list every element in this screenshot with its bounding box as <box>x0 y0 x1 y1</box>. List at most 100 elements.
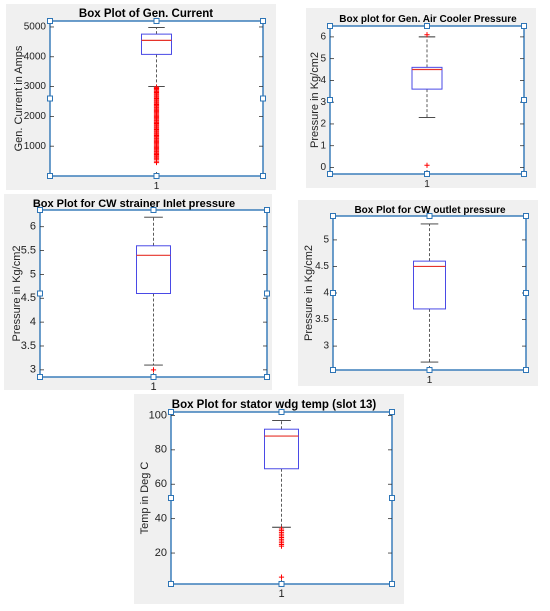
chart-panel-cw-strainer-inlet: Box Plot for CW strainer Inlet pressure P… <box>4 194 272 393</box>
plot-area <box>170 411 393 585</box>
selection-handle <box>37 374 43 380</box>
y-tick-label: 0 <box>320 162 326 173</box>
y-tick-label: 100 <box>149 409 167 421</box>
y-axis-label: Pressure in Kg/cm2 <box>303 245 315 341</box>
selection-handle <box>264 207 270 213</box>
box-plot-cw-strainer-inlet: Box Plot for CW strainer Inlet pressure P… <box>11 198 270 393</box>
box-plot-gen-current: Box Plot of Gen. Current Gen. Current in … <box>13 8 266 192</box>
selection-handle <box>168 495 174 501</box>
selection-handle <box>168 409 174 415</box>
x-tick-label: 1 <box>154 181 160 192</box>
outlier-marker <box>278 574 285 580</box>
y-tick-label: 4000 <box>24 51 47 62</box>
selection-handle <box>424 23 430 29</box>
x-tick-label: 1 <box>424 179 430 190</box>
selection-handle <box>426 367 433 373</box>
y-tick-label: 2 <box>320 119 326 130</box>
selection-handle <box>389 409 395 415</box>
chart-title: Box Plot for CW outlet pressure <box>354 205 506 216</box>
outlier-marker <box>424 162 430 168</box>
selection-handle <box>47 95 53 102</box>
y-tick-label: 5 <box>320 53 326 64</box>
x-tick-label: 1 <box>150 381 156 393</box>
selection-handle <box>330 367 336 373</box>
selection-handle <box>168 581 174 587</box>
y-axis-label: Temp in Deg C <box>139 462 151 535</box>
y-tick-label: 3.5 <box>21 340 36 352</box>
y-tick-label: 5 <box>30 268 36 280</box>
outlier-marker <box>150 367 157 373</box>
selection-handle <box>389 581 395 587</box>
selection-handle <box>327 23 333 29</box>
y-tick-label: 5000 <box>24 22 47 33</box>
iqr-box <box>413 260 446 310</box>
y-tick-label: 20 <box>155 547 167 559</box>
y-tick-label: 5.5 <box>21 244 36 256</box>
selection-handle <box>260 173 266 179</box>
selection-handle <box>278 581 285 587</box>
selection-handle <box>37 207 43 213</box>
y-tick-label: 4 <box>30 316 36 328</box>
iqr-box <box>264 428 299 470</box>
selection-handle <box>523 213 529 219</box>
x-tick-label: 1 <box>427 375 433 386</box>
selection-handle <box>521 171 527 177</box>
selection-handle <box>426 213 433 219</box>
y-tick-label: 80 <box>155 444 167 456</box>
outlier-marker <box>153 159 160 166</box>
iqr-box <box>136 245 171 294</box>
y-tick-label: 6 <box>30 221 36 233</box>
box-plot-cw-outlet: Box Plot for CW outlet pressure Pressure … <box>303 205 529 386</box>
y-tick-label: 4 <box>320 75 326 86</box>
outlier-marker <box>424 32 430 38</box>
y-tick-label: 3 <box>323 341 329 352</box>
selection-handle <box>153 18 160 24</box>
selection-handle <box>37 290 43 297</box>
iqr-box <box>141 33 172 55</box>
y-tick-label: 40 <box>155 513 167 525</box>
y-tick-label: 3 <box>30 364 36 376</box>
chart-panel-cw-outlet: Box Plot for CW outlet pressure Pressure … <box>298 200 538 386</box>
outlier-marker <box>278 543 285 549</box>
chart-panel-air-cooler-pressure: Box plot for Gen. Air Cooler Pressure Pre… <box>306 8 536 190</box>
y-tick-label: 1 <box>320 140 326 151</box>
selection-handle <box>153 173 160 179</box>
y-axis-label: Gen. Current in Amps <box>13 45 25 151</box>
selection-handle <box>47 18 53 24</box>
selection-handle <box>47 173 53 179</box>
box-plot-stator-wdg-temp: Box Plot for stator wdg temp (slot 13) Te… <box>139 399 395 600</box>
selection-handle <box>264 374 270 380</box>
chart-title: Box plot for Gen. Air Cooler Pressure <box>339 14 517 25</box>
box-plot-air-cooler-pressure: Box plot for Gen. Air Cooler Pressure Pre… <box>309 14 527 190</box>
iqr-box <box>411 66 443 90</box>
y-tick-label: 4 <box>323 288 329 299</box>
selection-handle <box>260 18 266 24</box>
chart-title: Box Plot for stator wdg temp (slot 13) <box>172 399 377 411</box>
selection-handle <box>260 95 266 102</box>
y-tick-label: 3 <box>320 97 326 108</box>
selection-handle <box>278 409 285 415</box>
y-tick-label: 1000 <box>24 141 47 152</box>
chart-title: Box Plot of Gen. Current <box>79 8 213 20</box>
selection-handle <box>327 97 333 103</box>
selection-handle <box>330 290 336 296</box>
selection-handle <box>264 290 270 297</box>
selection-handle <box>327 171 333 177</box>
x-tick-label: 1 <box>278 588 284 600</box>
selection-handle <box>523 290 529 296</box>
selection-handle <box>523 367 529 373</box>
selection-handle <box>521 23 527 29</box>
y-tick-label: 3000 <box>24 81 47 92</box>
y-axis-label: Pressure in Kg/cm2 <box>309 52 321 148</box>
y-tick-label: 4.5 <box>315 261 329 272</box>
selection-handle <box>330 213 336 219</box>
selection-handle <box>150 207 157 213</box>
y-tick-label: 3.5 <box>315 314 329 325</box>
y-tick-label: 5 <box>323 235 329 246</box>
y-tick-label: 6 <box>320 32 326 43</box>
y-tick-label: 2000 <box>24 111 47 122</box>
y-axis-label: Pressure in Kg/cm2 <box>11 246 23 342</box>
y-tick-label: 60 <box>155 478 167 490</box>
selection-handle <box>389 495 395 501</box>
chart-panel-stator-wdg-temp: Box Plot for stator wdg temp (slot 13) Te… <box>134 394 404 604</box>
